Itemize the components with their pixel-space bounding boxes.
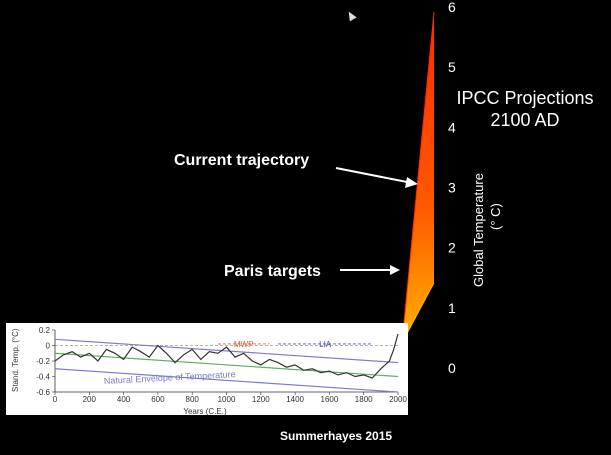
inset-y-tick-label: 0.2 (39, 326, 51, 335)
arrow-current-trajectory-head (405, 177, 418, 188)
inset-xlabel: Years (C.E.) (183, 407, 227, 416)
right-axis-tick: 4 (448, 119, 456, 135)
inset-x-tick-label: 1400 (286, 395, 304, 404)
inset-x-tick-label: 800 (186, 395, 200, 404)
envelope-upper-line (54, 338, 399, 364)
right-axis-tick: 1 (448, 300, 456, 316)
period-lia-label: LIA (319, 340, 332, 349)
inset-x-tick-label: 1000 (218, 395, 236, 404)
inset-x-tick-label: 1600 (321, 395, 339, 404)
inset-x-tick-label: 400 (117, 395, 131, 404)
right-axis-tick: 0 (448, 360, 456, 376)
period-mwp-label: MWP (234, 340, 254, 349)
projection-upper-edge (401, 11, 435, 343)
inset-x-tick-label: 200 (83, 395, 97, 404)
inset-x-tick-label: 600 (151, 395, 165, 404)
envelope-lower-line (54, 368, 399, 393)
right-axis-label: Global Temperature (471, 173, 486, 287)
right-axis-tick: 6 (448, 0, 456, 15)
annotation-current-trajectory: Current trajectory (174, 152, 309, 169)
inset-y-tick-label: -0.2 (36, 357, 50, 366)
inset-background (6, 323, 408, 415)
inset-chart: MWP LIA 0 200 400 600 800 1000 1200 1400 1600 1800… (6, 323, 408, 416)
inset-x-tick-label: 0 (53, 395, 58, 404)
source-credit: Summerhayes 2015 (280, 429, 392, 443)
inset-y-tick-label: 0 (46, 342, 51, 351)
arrow-current-trajectory (335, 167, 413, 184)
inset-y-tick-label: -0.6 (36, 388, 50, 397)
inset-y-tick-label: -0.4 (36, 373, 50, 382)
arrow-paris-targets-head (390, 265, 400, 275)
inset-x-tick-label: 2000 (389, 395, 407, 404)
inset-ylabel: Stand. Temp. (°C) (11, 328, 20, 392)
right-axis-tick: 3 (448, 180, 456, 196)
inset-temperature-series (54, 333, 399, 379)
right-axis-tick: 5 (448, 59, 456, 75)
annotation-paris-targets: Paris targets (224, 263, 321, 280)
right-axis-unit: (° C) (488, 203, 503, 230)
chart-title-line1: IPCC Projections (456, 88, 593, 108)
chart-title-line2: 2100 AD (490, 110, 559, 130)
inset-x-tick-label: 1200 (252, 395, 270, 404)
right-axis-tick: 2 (448, 240, 456, 256)
inset-x-tick-label: 1800 (355, 395, 373, 404)
trend-line (54, 352, 399, 378)
